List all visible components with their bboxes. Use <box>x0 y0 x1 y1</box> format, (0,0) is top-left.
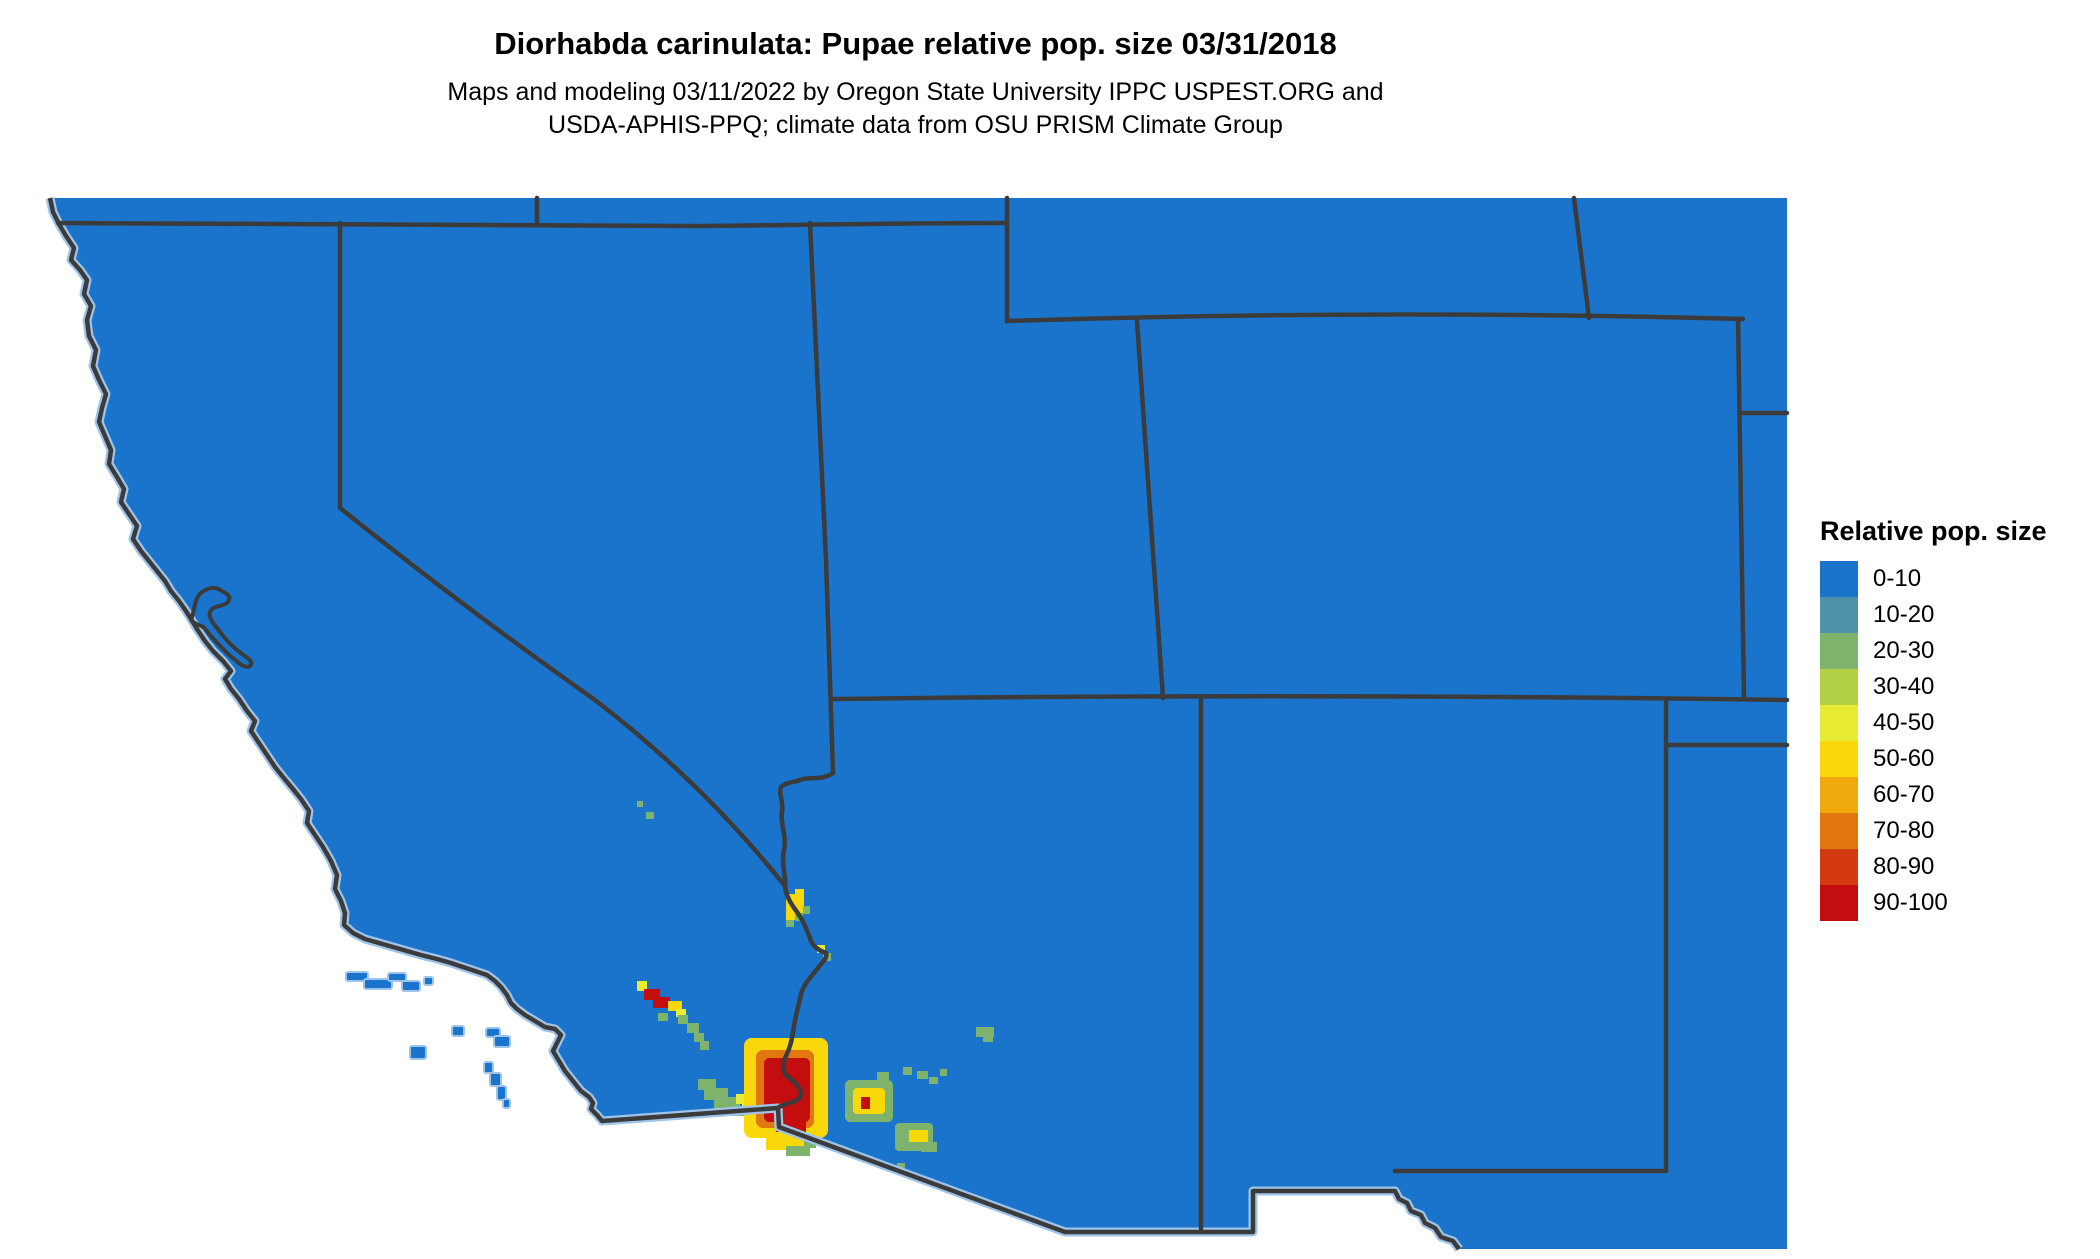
legend-swatch <box>1820 633 1858 669</box>
subtitle-line-2: USDA-APHIS-PPQ; climate data from OSU PR… <box>548 111 1283 139</box>
legend-label: 60-70 <box>1873 781 1935 808</box>
legend-row: 60-70 <box>1820 777 2090 813</box>
legend-row: 20-30 <box>1820 633 2090 669</box>
legend-label: 40-50 <box>1873 709 1935 736</box>
legend-label: 20-30 <box>1873 637 1935 664</box>
legend-label: 50-60 <box>1873 745 1935 772</box>
legend-row: 70-80 <box>1820 813 2090 849</box>
legend-title: Relative pop. size <box>1820 516 2047 546</box>
legend-label: 90-100 <box>1873 889 1948 916</box>
legend-swatch <box>1820 669 1858 705</box>
legend-swatch <box>1820 813 1858 849</box>
channel-islands <box>345 971 511 1109</box>
legend-row: 50-60 <box>1820 741 2090 777</box>
legend-label: 80-90 <box>1873 853 1935 880</box>
legend-label: 10-20 <box>1873 601 1935 628</box>
map-title: Diorhabda carinulata: Pupae relative pop… <box>494 26 1337 61</box>
legend-row: 80-90 <box>1820 849 2090 885</box>
legend-swatch <box>1820 705 1858 741</box>
legend-label: 30-40 <box>1873 673 1935 700</box>
legend-swatch <box>1820 597 1858 633</box>
legend-swatch <box>1820 885 1858 921</box>
legend-row: 10-20 <box>1820 597 2090 633</box>
legend-label: 70-80 <box>1873 817 1935 844</box>
legend-label: 0-10 <box>1873 565 1922 592</box>
legend-swatch <box>1820 777 1858 813</box>
legend-row: 90-100 <box>1820 885 2090 921</box>
legend: Relative pop. size 0-10 10-20 20-30 30-4… <box>1820 516 2090 921</box>
legend-row: 30-40 <box>1820 669 2090 705</box>
state-borders <box>55 195 1790 1235</box>
subtitle-line-1: Maps and modeling 03/11/2022 by Oregon S… <box>447 78 1384 106</box>
legend-row: 0-10 <box>1820 561 2090 597</box>
legend-row: 40-50 <box>1820 705 2090 741</box>
landmass <box>50 198 1787 1249</box>
coastline <box>45 197 1463 1252</box>
legend-swatch <box>1820 561 1858 597</box>
map-subtitle: Maps and modeling 03/11/2022 by Oregon S… <box>44 76 1787 142</box>
legend-swatch <box>1820 849 1858 885</box>
legend-swatch <box>1820 741 1858 777</box>
